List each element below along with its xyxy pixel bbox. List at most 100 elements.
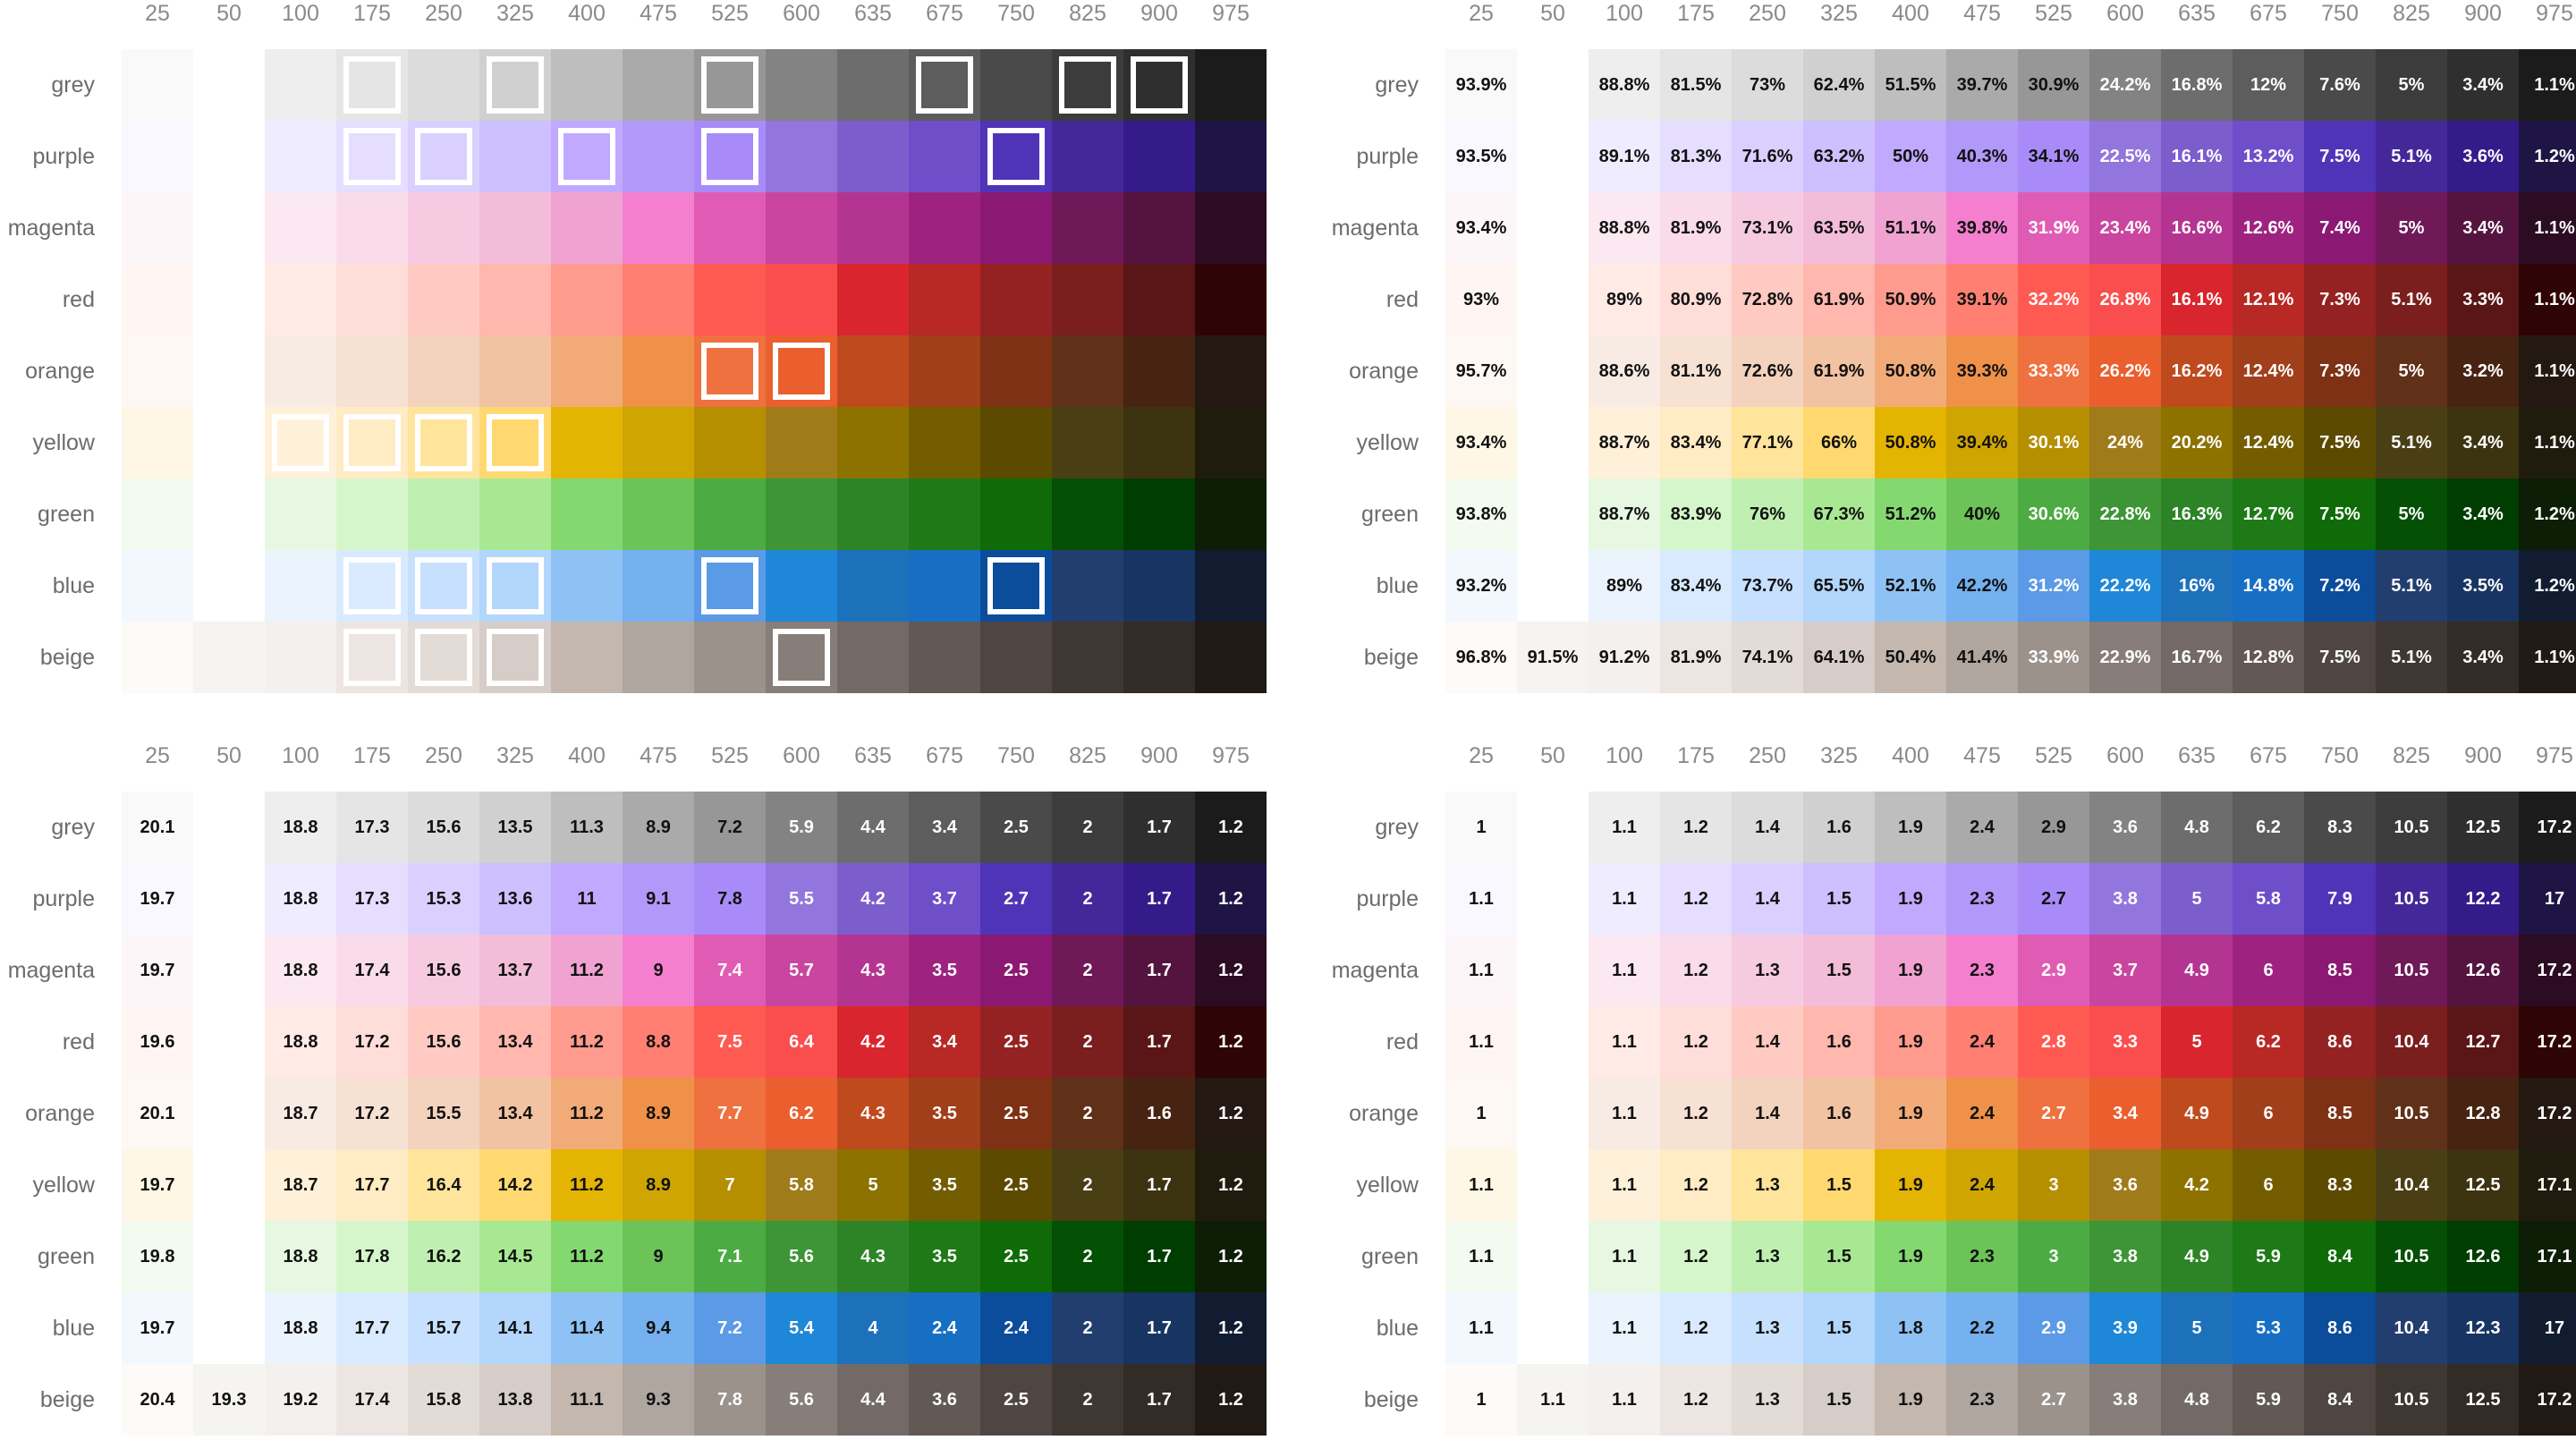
swatch-blue-635: 16% [2161,550,2233,622]
swatch-beige-175: 17.4 [336,1364,408,1436]
swatch-magenta-250: 73.1% [1732,192,1803,264]
lum-value: 40.3% [1956,146,2008,166]
white_contrast-value: 5.8 [789,1174,814,1195]
black_contrast-value: 10.5 [2394,1389,2429,1410]
lum-value: 7.2% [2319,575,2360,596]
lum-value: 1.2% [2534,575,2575,596]
row-label-red: red [62,287,95,312]
lum-value: 41.4% [1956,647,2008,667]
swatch-yellow-250: 16.4 [408,1149,479,1221]
white_contrast-value: 8.9 [646,817,671,837]
step-header-400: 400 [1892,1,1929,26]
white_contrast-value: 5.5 [789,888,814,909]
swatch-yellow-750: 8.3 [2304,1149,2376,1221]
lum-value: 1.2% [2534,504,2575,524]
step-header-525: 525 [711,743,749,768]
step-header-325: 325 [1820,1,1858,26]
highlight-marker [701,557,758,614]
swatch-purple-975: 1.2 [1195,863,1267,935]
black_contrast-value: 1.5 [1826,1317,1852,1338]
black_contrast-value: 2.3 [1970,888,1995,909]
swatch-green-525: 7.1 [694,1221,766,1292]
white_contrast-value: 15.7 [426,1317,462,1338]
swatch-blue-750 [980,550,1052,622]
swatch-red-600 [766,264,837,335]
swatch-red-825: 10.4 [2376,1006,2447,1078]
white_contrast-value: 3.5 [932,1174,957,1195]
lum-value: 39.4% [1956,432,2008,453]
swatch-orange-400: 11.2 [551,1078,623,1149]
swatch-grey-900: 1.7 [1123,792,1195,863]
lum-value: 74.1% [1741,647,1793,667]
lum-value: 42.2% [1956,575,2008,596]
black_contrast-value: 10.5 [2394,1246,2429,1266]
swatch-yellow-600: 3.6 [2089,1149,2161,1221]
swatch-yellow-675 [909,407,980,479]
lum-value: 88.8% [1598,74,1650,95]
swatch-grey-900 [1123,49,1195,121]
swatch-green-825: 10.5 [2376,1221,2447,1292]
swatch-orange-635: 16.2% [2161,335,2233,407]
swatch-green-100: 88.7% [1589,479,1660,550]
highlight-marker [487,414,544,471]
swatch-beige-175: 1.2 [1660,1364,1732,1436]
swatch-orange-25: 1 [1445,1078,1517,1149]
lum-value: 88.8% [1598,217,1650,238]
black_contrast-value: 3.3 [2113,1031,2138,1052]
step-header-750: 750 [2321,743,2359,768]
white_contrast-value: 2 [1082,960,1093,980]
lum-value: 62.4% [1813,74,1865,95]
white_contrast-value: 13.4 [497,1103,533,1123]
swatch-grey-25 [122,49,193,121]
white_contrast-value: 17.7 [354,1317,390,1338]
swatch-orange-325 [479,335,551,407]
black_contrast-value: 1.2 [1683,1103,1708,1123]
black_contrast-value: 8.4 [2327,1389,2352,1410]
swatch-grey-175: 1.2 [1660,792,1732,863]
swatch-beige-635: 4.8 [2161,1364,2233,1436]
lum-value: 93.5% [1455,146,1507,166]
swatch-red-525 [694,264,766,335]
black_contrast-value: 1.2 [1683,888,1708,909]
black_contrast-value: 1.8 [1898,1317,1923,1338]
row-label-magenta: magenta [1331,216,1419,241]
lum-value: 93.4% [1455,432,1507,453]
swatch-orange-400: 50.8% [1875,335,1946,407]
step-header-825: 825 [1069,1,1106,26]
swatch-red-635 [837,264,909,335]
swatch-green-600: 22.8% [2089,479,2161,550]
step-header-635: 635 [2178,1,2216,26]
swatch-beige-400: 50.4% [1875,622,1946,693]
swatch-magenta-825: 2 [1052,935,1123,1006]
lum-value: 3.2% [2462,360,2504,381]
swatch-beige-100: 19.2 [265,1364,336,1436]
lum-value: 39.1% [1956,289,2008,309]
swatch-green-825: 5% [2376,479,2447,550]
lum-value: 83.9% [1670,504,1722,524]
white_contrast-value: 15.6 [426,960,462,980]
swatch-orange-250: 15.5 [408,1078,479,1149]
row-label-red: red [1385,287,1419,312]
swatch-beige-250: 1.3 [1732,1364,1803,1436]
lum-value: 1.2% [2534,146,2575,166]
swatch-purple-175: 81.3% [1660,121,1732,192]
row-label-beige: beige [39,645,95,670]
row-label-yellow: yellow [32,430,95,455]
white_contrast-value: 7.4 [717,960,742,980]
black_contrast-value: 6 [2263,1103,2274,1123]
swatch-blue-750: 2.4 [980,1292,1052,1364]
swatch-green-900: 12.6 [2447,1221,2519,1292]
black_contrast-value: 3 [2048,1246,2059,1266]
swatch-magenta-25: 93.4% [1445,192,1517,264]
swatch-purple-525: 34.1% [2018,121,2089,192]
white_contrast-value: 19.7 [140,1174,175,1195]
swatch-green-525 [694,479,766,550]
black_contrast-value: 1.2 [1683,817,1708,837]
swatch-grey-635 [837,49,909,121]
highlight-marker [701,128,758,185]
black_contrast-value: 1.9 [1898,1389,1923,1410]
highlight-marker [343,56,401,114]
swatch-beige-825 [1052,622,1123,693]
swatch-beige-900: 3.4% [2447,622,2519,693]
swatch-grey-525: 2.9 [2018,792,2089,863]
